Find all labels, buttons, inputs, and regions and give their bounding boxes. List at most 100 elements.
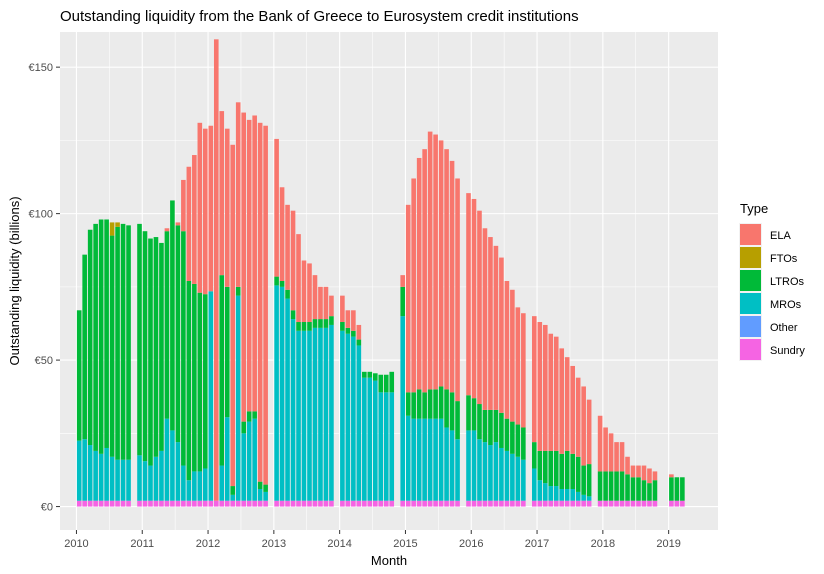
bar-segment-ltros bbox=[235, 286, 241, 296]
bar-segment-ltros bbox=[559, 453, 565, 489]
bar-stack-2011-05 bbox=[164, 228, 170, 507]
bar-segment-sundry bbox=[246, 500, 252, 507]
bar-stack-2019-03 bbox=[680, 477, 685, 507]
bar-stack-2013-03 bbox=[285, 204, 290, 507]
chart-title: Outstanding liquidity from the Bank of G… bbox=[60, 8, 579, 25]
bar-segment-mros bbox=[290, 319, 296, 501]
bar-segment-ltros bbox=[405, 392, 411, 416]
legend-swatch bbox=[740, 316, 761, 337]
x-tick-label: 2015 bbox=[393, 538, 417, 550]
bar-segment-ltros bbox=[153, 237, 159, 457]
bar-segment-sundry bbox=[356, 500, 362, 507]
bar-segment-ltros bbox=[570, 453, 575, 489]
bar-segment-ltros bbox=[449, 392, 455, 431]
bar-segment-sundry bbox=[164, 500, 170, 507]
x-tick-label: 2012 bbox=[196, 538, 220, 550]
bar-segment-sundry bbox=[137, 500, 142, 507]
bar-segment-mros bbox=[493, 442, 499, 501]
bar-segment-sundry bbox=[548, 500, 554, 507]
bar-stack-2011-03 bbox=[153, 237, 159, 507]
bar-segment-ela bbox=[444, 149, 449, 390]
bar-segment-ela bbox=[575, 377, 581, 457]
bar-stack-2017-12 bbox=[597, 415, 603, 507]
bar-segment-ltros bbox=[104, 219, 109, 448]
x-tick-label: 2014 bbox=[327, 538, 351, 550]
bar-stack-2013-01 bbox=[274, 138, 279, 507]
bar-segment-sundry bbox=[411, 500, 416, 507]
bar-segment-ela bbox=[241, 112, 246, 422]
bar-segment-ela bbox=[213, 39, 219, 501]
bar-segment-sundry bbox=[230, 500, 236, 507]
y-tick-label: €150 bbox=[29, 62, 53, 74]
bar-segment-ltros bbox=[241, 421, 246, 434]
bar-segment-sundry bbox=[109, 500, 115, 507]
bar-segment-ltros bbox=[482, 409, 488, 443]
bar-stack-2012-09 bbox=[252, 115, 257, 507]
bar-segment-ela bbox=[608, 433, 614, 472]
bar-stack-2011-06 bbox=[170, 200, 175, 507]
bar-segment-ela bbox=[197, 122, 203, 293]
bar-segment-ltros bbox=[455, 401, 460, 440]
bar-segment-sundry bbox=[669, 500, 674, 507]
bar-segment-sundry bbox=[680, 500, 685, 507]
bar-segment-ltros bbox=[109, 235, 115, 457]
bar-segment-sundry bbox=[367, 500, 373, 507]
bar-segment-mros bbox=[285, 298, 290, 501]
bar-stack-2011-07 bbox=[175, 222, 181, 507]
bar-segment-ltros bbox=[351, 330, 356, 337]
bar-segment-ltros bbox=[82, 254, 87, 440]
bar-segment-ela bbox=[537, 322, 543, 451]
bar-segment-ltros bbox=[197, 292, 203, 472]
bar-segment-sundry bbox=[608, 500, 614, 507]
bar-segment-ltros bbox=[192, 283, 197, 472]
bar-segment-ela bbox=[427, 131, 433, 390]
bar-segment-ela bbox=[647, 468, 652, 484]
bar-segment-ela bbox=[515, 307, 521, 425]
bar-stack-2013-05 bbox=[296, 234, 301, 507]
legend-item-sundry: Sundry bbox=[739, 338, 805, 361]
bar-segment-sundry bbox=[290, 500, 296, 507]
bar-segment-ltros bbox=[614, 471, 619, 501]
bar-segment-sundry bbox=[581, 500, 586, 507]
bar-stack-2015-02 bbox=[411, 178, 416, 507]
bar-stack-2010-03 bbox=[87, 229, 93, 507]
bar-stack-2014-05 bbox=[362, 371, 367, 507]
x-axis-title: Month bbox=[371, 553, 407, 568]
bar-segment-ela bbox=[542, 324, 548, 451]
bar-stack-2016-01 bbox=[471, 198, 477, 507]
bar-segment-ela bbox=[416, 157, 422, 390]
bar-segment-ltros bbox=[515, 424, 521, 457]
bar-segment-mros bbox=[575, 491, 581, 501]
bar-segment-sundry bbox=[647, 500, 652, 507]
bar-segment-mros bbox=[115, 459, 120, 501]
bar-segment-sundry bbox=[213, 500, 219, 507]
x-tick-label: 2016 bbox=[459, 538, 483, 550]
x-tick-label: 2013 bbox=[262, 538, 286, 550]
bar-segment-ela bbox=[603, 427, 608, 472]
bar-stack-2010-07 bbox=[109, 222, 115, 507]
bar-segment-ela bbox=[570, 365, 575, 454]
bar-segment-mros bbox=[515, 456, 521, 501]
bar-segment-ela bbox=[290, 210, 296, 311]
bar-segment-ltros bbox=[76, 310, 82, 441]
bar-segment-ltros bbox=[400, 286, 406, 317]
legend-label: Other bbox=[770, 322, 798, 334]
bar-segment-ltros bbox=[115, 226, 120, 460]
bar-segment-ela bbox=[493, 245, 499, 410]
bar-segment-sundry bbox=[104, 500, 109, 507]
legend-items: ELA FTOs LTROs MROs Other Sundry bbox=[739, 223, 805, 361]
legend-swatch bbox=[740, 293, 761, 314]
bar-segment-sundry bbox=[510, 500, 515, 507]
bar-stack-2016-04 bbox=[488, 237, 493, 507]
bar-segment-sundry bbox=[378, 500, 384, 507]
bar-segment-ftos bbox=[109, 222, 115, 236]
bar-segment-ltros bbox=[597, 471, 603, 501]
bar-segment-mros bbox=[383, 392, 389, 501]
bar-segment-ltros bbox=[318, 319, 323, 328]
x-tick-label: 2010 bbox=[64, 538, 88, 550]
legend-swatch bbox=[740, 247, 761, 268]
bar-segment-ltros bbox=[159, 242, 164, 451]
bar-segment-ela bbox=[405, 204, 411, 393]
y-tick-label: €0 bbox=[41, 502, 53, 514]
bar-segment-ltros bbox=[120, 223, 126, 460]
